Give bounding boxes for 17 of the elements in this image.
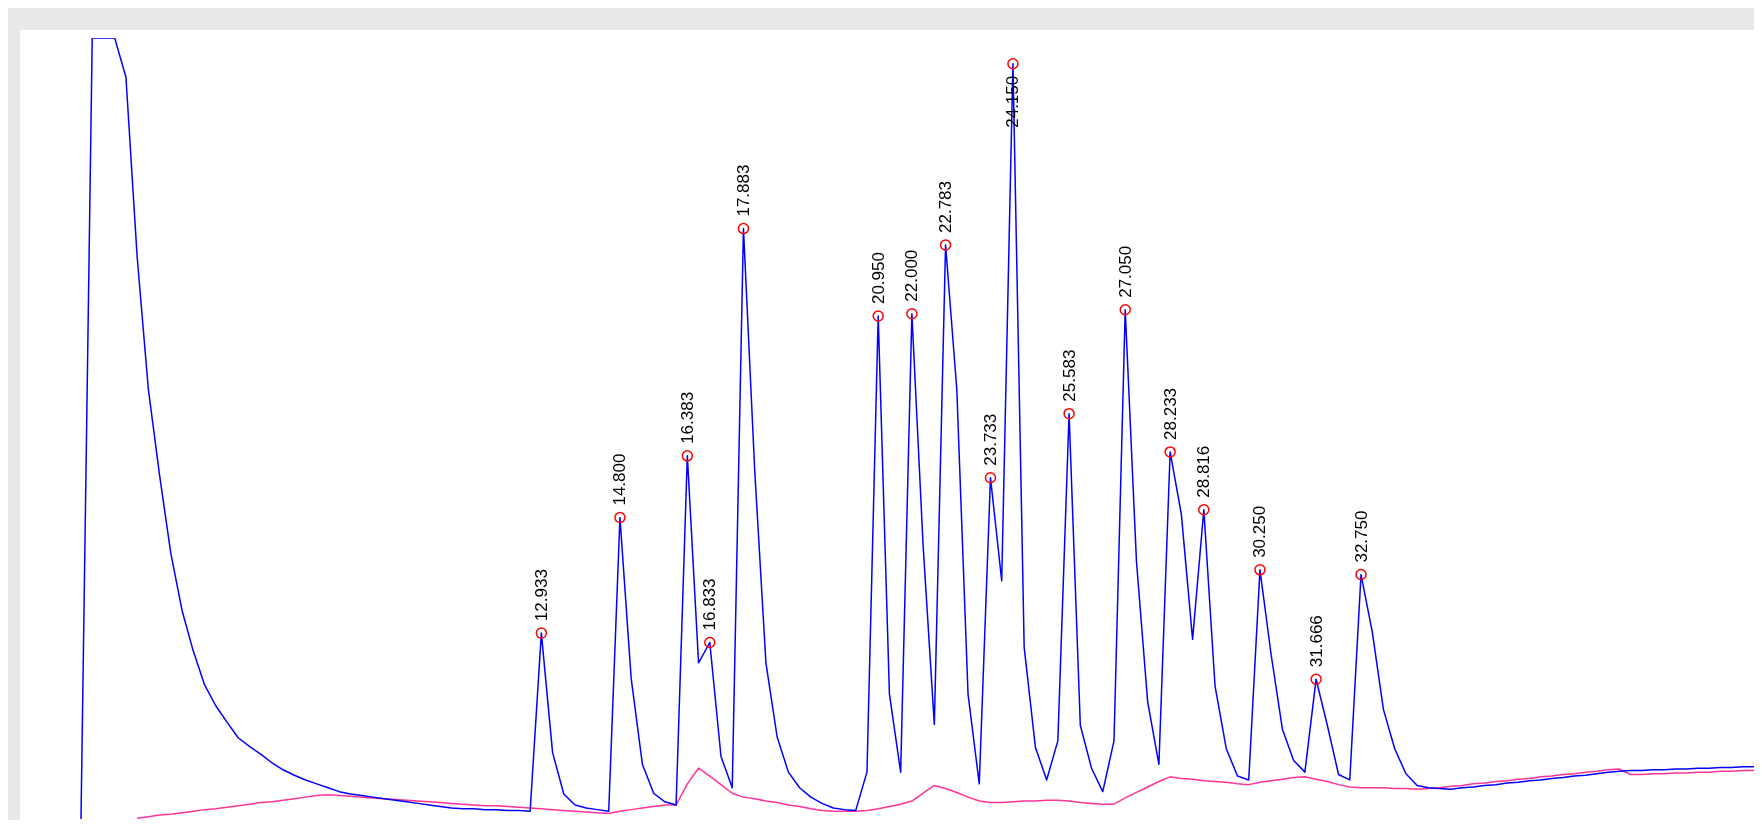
annotation: 12.933 (531, 569, 551, 622)
annotation: 32.750 (1351, 510, 1371, 563)
annotation: 16.383 (677, 391, 697, 444)
annotation: 24.150 (1003, 75, 1023, 128)
annotation: 25.583 (1059, 349, 1079, 402)
annotation: 17.883 (733, 164, 753, 217)
annotation: 20.950 (868, 252, 888, 305)
annotation: 27.050 (1115, 245, 1135, 298)
annotation: 28.816 (1194, 445, 1214, 498)
annotation: 30.250 (1250, 505, 1270, 558)
annotation: 31.666 (1306, 615, 1326, 668)
annotation: 22.783 (936, 180, 956, 233)
annotation: 23.733 (980, 413, 1000, 466)
annotation: 28.233 (1160, 387, 1180, 440)
annotation: 14.800 (610, 453, 630, 506)
annotation: 16.833 (700, 578, 720, 631)
annotation: 22.000 (902, 249, 922, 302)
